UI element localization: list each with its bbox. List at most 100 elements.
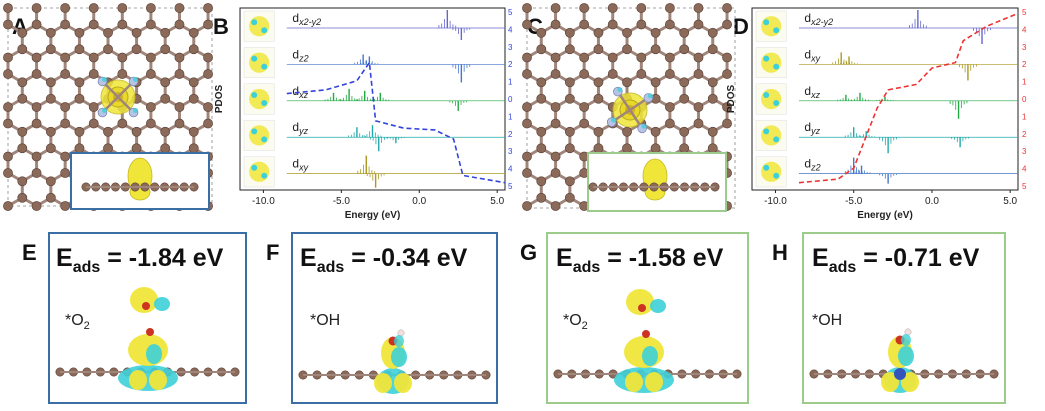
adsorption-energy-e: Eads = -1.84 eV — [56, 244, 224, 276]
right-tick-label: 1 — [508, 112, 513, 121]
orbital-lobe-cyan — [261, 136, 268, 143]
isosurface-lobe-yellow — [626, 289, 654, 315]
isosurface-lobe-yellow — [130, 287, 158, 313]
right-tick-label: 0 — [508, 95, 513, 104]
orbital-lobe-cyan — [773, 63, 780, 70]
adsorption-energy-f: Eads = -0.34 eV — [300, 244, 468, 276]
orbital-label-dyz: dyz — [292, 120, 308, 136]
orbital-lobe-yellow — [761, 52, 782, 73]
orbital-label-dxz: dxz — [804, 84, 820, 100]
orbital-label-dx2-y2: dx2-y2 — [292, 11, 321, 27]
right-tick-label: 3 — [1022, 147, 1027, 156]
isosurface-lobe-yellow — [129, 370, 147, 390]
x-axis-label: Energy (eV) — [345, 210, 401, 221]
right-tick-label: 2 — [508, 130, 513, 139]
right-tick-label: 1 — [1022, 112, 1027, 121]
chart-frame — [239, 7, 506, 191]
charge-density-graphic-e — [55, 287, 240, 391]
isosurface-lobe-cyan — [146, 344, 162, 364]
adsorption-energy-g: Eads = -1.58 eV — [556, 244, 724, 276]
x-tick-label: -10.0 — [764, 196, 787, 207]
isosurface-lobe-cyan — [650, 299, 666, 313]
right-tick-label: 5 — [1022, 182, 1027, 191]
isosurface-lobe-cyan — [394, 335, 404, 347]
right-tick-label: 5 — [508, 8, 513, 17]
right-tick-label: 5 — [508, 182, 513, 191]
orbital-lobe-cyan — [773, 172, 780, 179]
orbital-lobe-cyan — [763, 128, 770, 135]
orbital-lobe-cyan — [261, 63, 268, 70]
occupation-curve — [286, 60, 506, 184]
panel-letter-h: H — [772, 240, 788, 265]
x-axis-label: Energy (eV) — [857, 210, 913, 221]
x-tick-label: 5.0 — [490, 196, 504, 207]
x-tick-label: -5.0 — [333, 196, 351, 207]
isosurface-lobe-cyan — [391, 347, 407, 367]
orbital-lobe-cyan — [773, 100, 780, 106]
right-tick-label: 3 — [508, 147, 513, 156]
orbital-lobe-yellow — [761, 125, 782, 146]
pdos-chart-b: -10.0 -5.0 0.0 5.0 Energy (eV) PDOS 5 4 3 2 1 0 1 2 3 4… — [214, 7, 513, 221]
orbital-label-dz2: dz2 — [804, 157, 820, 173]
side-view-graphic-a — [81, 157, 199, 201]
orbital-label-dxy: dxy — [804, 47, 820, 63]
orbital-lobe-cyan — [261, 172, 268, 179]
right-tick-label: 4 — [508, 25, 513, 34]
isosurface-lobe-cyan — [614, 367, 674, 393]
charge-density-graphic-f — [298, 329, 491, 394]
nitrogen-atoms — [97, 76, 139, 118]
right-tick-label: 1 — [508, 78, 513, 87]
right-tick-label: 0 — [1022, 95, 1027, 104]
x-tick-label: 0.0 — [925, 196, 939, 207]
orbital-label-dxy: dxy — [292, 157, 308, 173]
right-tick-label: 4 — [1022, 25, 1027, 34]
adsorbate-label-h: *OH — [812, 312, 843, 329]
panel-letter-g: G — [520, 240, 538, 265]
orbital-label-dxz: dxz — [292, 84, 308, 100]
y-axis-label: PDOS — [214, 85, 225, 114]
right-tick-label: 4 — [508, 165, 513, 174]
charge-density-graphic-h — [809, 328, 999, 393]
isosurface-lobe-yellow — [645, 372, 663, 392]
orbital-lobe-yellow — [761, 161, 782, 182]
side-view-graphic-c — [588, 158, 720, 201]
panel-letter-e: E — [22, 240, 37, 265]
x-tick-label: 5.0 — [1003, 196, 1017, 207]
isosurface-lobe-cyan — [898, 346, 914, 366]
right-tick-label: 2 — [1022, 130, 1027, 139]
oxygen-atom — [146, 328, 154, 336]
orbital-lobe-yellow — [761, 88, 782, 110]
orbital-label-dx2-y2: dx2-y2 — [804, 11, 833, 27]
side-view-inset-c — [587, 152, 727, 212]
right-tick-label: 2 — [508, 60, 513, 69]
right-tick-label: 1 — [1022, 78, 1027, 87]
isosurface-lobe-yellow — [149, 370, 167, 390]
adsorption-energy-h: Eads = -0.71 eV — [812, 244, 980, 276]
orbital-lobe-cyan — [251, 92, 258, 98]
x-tick-label: -5.0 — [845, 196, 863, 207]
right-tick-label: 2 — [1022, 60, 1027, 69]
orbital-lobe-yellow — [761, 16, 782, 37]
chart-frame — [751, 7, 1019, 191]
isosurface-lobe-cyan — [118, 365, 178, 391]
side-view-inset-a — [70, 152, 210, 210]
orbital-lobe-cyan — [261, 27, 268, 34]
orbital-lobe-cyan — [251, 55, 258, 62]
orbital-lobe-cyan — [763, 19, 770, 26]
isosurface-lobe-yellow — [394, 373, 412, 393]
orbital-lobe-cyan — [773, 136, 780, 143]
right-tick-label: 4 — [1022, 165, 1027, 174]
panel-letter-d: D — [733, 14, 749, 39]
occupation-curve — [798, 12, 1019, 184]
nitrogen-atoms — [606, 86, 654, 134]
orbital-lobe-cyan — [251, 128, 258, 135]
oxygen-atom — [142, 302, 150, 310]
orbital-lobe-cyan — [763, 164, 770, 171]
metal-atom-side — [894, 368, 906, 380]
y-axis-label: PDOS — [726, 85, 737, 114]
orbital-lobe-cyan — [763, 92, 770, 98]
right-tick-label: 3 — [1022, 43, 1027, 52]
orbital-lobe-cyan — [251, 164, 258, 171]
isosurface-lobe-yellow — [901, 372, 919, 392]
orbital-lobe-cyan — [773, 27, 780, 34]
